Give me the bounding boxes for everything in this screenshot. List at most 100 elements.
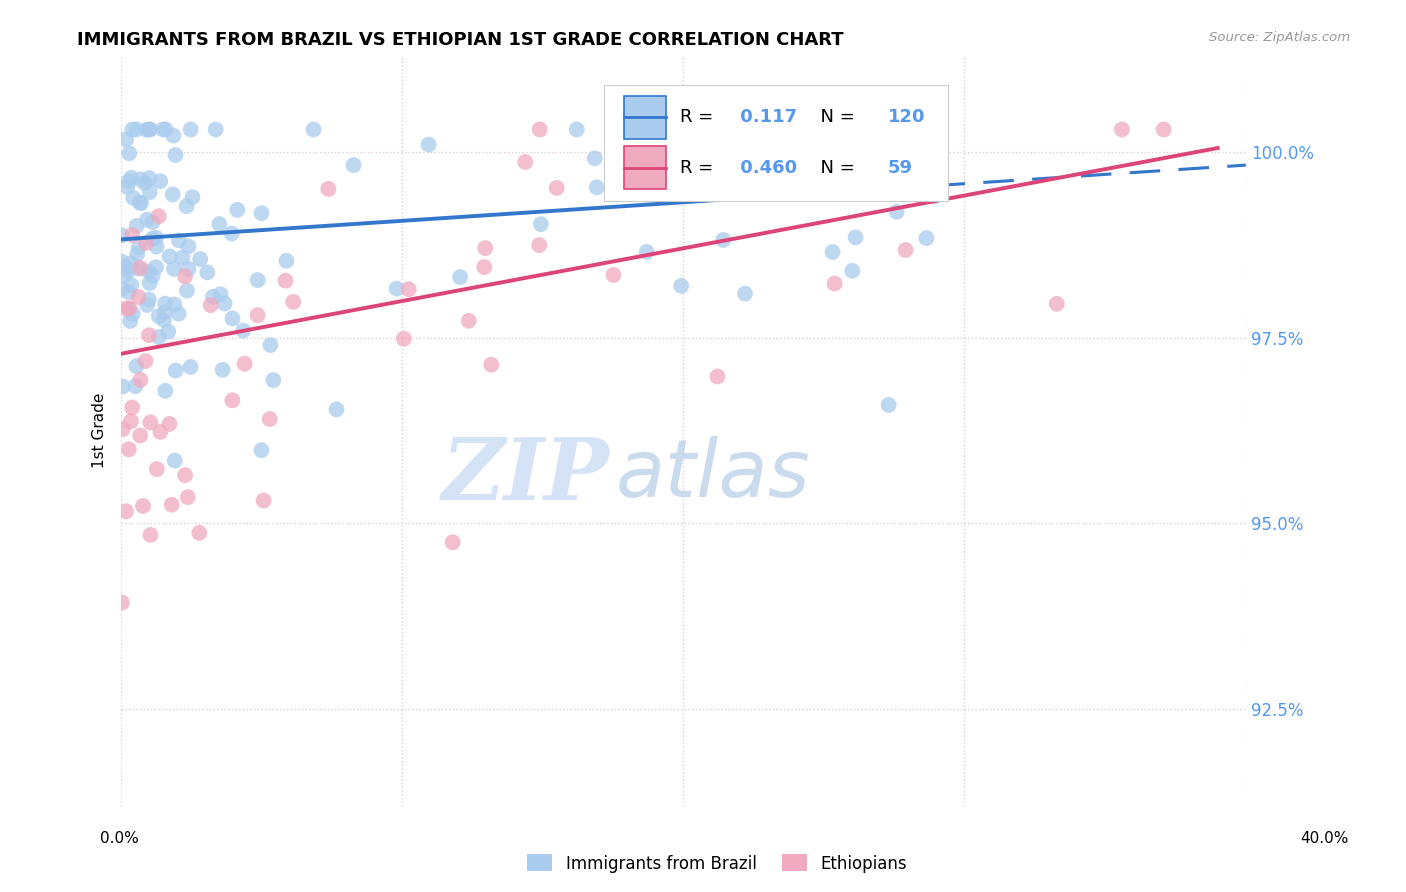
Point [685, 169, 707, 183]
Point [124, 379, 146, 393]
Point [163, 453, 186, 467]
Point [163, 261, 186, 276]
Point [138, 328, 160, 343]
Point [546, 181, 568, 195]
Point [474, 241, 496, 255]
Point [177, 239, 200, 253]
Point [176, 199, 198, 213]
Point [138, 171, 160, 186]
Point [259, 338, 281, 352]
Point [111, 282, 134, 296]
Point [111, 228, 134, 243]
Point [810, 175, 832, 189]
Point [145, 230, 167, 244]
Point [136, 298, 159, 312]
Point [118, 442, 141, 457]
Point [115, 132, 138, 146]
Point [734, 286, 756, 301]
Point [127, 247, 149, 261]
Point [125, 359, 148, 374]
Point [811, 156, 834, 170]
Point [172, 251, 194, 265]
Point [188, 525, 211, 540]
Point [138, 276, 160, 290]
Point [1111, 122, 1133, 136]
Point [122, 191, 145, 205]
Point [139, 122, 162, 136]
Point [177, 490, 200, 504]
Text: N =: N = [810, 109, 860, 127]
Y-axis label: 1st Grade: 1st Grade [93, 392, 107, 468]
Point [636, 244, 658, 259]
Point [138, 122, 160, 136]
Point [778, 122, 800, 136]
Point [141, 215, 163, 229]
Point [565, 122, 588, 136]
Point [155, 384, 177, 398]
Point [111, 596, 134, 610]
Point [824, 277, 846, 291]
Point [120, 278, 142, 293]
Point [145, 239, 167, 253]
Point [283, 294, 305, 309]
Point [157, 325, 180, 339]
Point [145, 260, 167, 274]
Point [160, 498, 183, 512]
Point [1153, 122, 1175, 136]
Point [121, 122, 143, 136]
Point [115, 504, 138, 518]
Point [135, 354, 157, 368]
FancyBboxPatch shape [605, 85, 948, 202]
Point [118, 146, 141, 161]
Point [121, 228, 143, 243]
Text: Source: ZipAtlas.com: Source: ZipAtlas.com [1209, 31, 1350, 45]
FancyBboxPatch shape [623, 95, 666, 139]
Point [876, 122, 898, 136]
Point [155, 296, 177, 310]
Point [200, 298, 222, 312]
Point [120, 256, 142, 270]
Point [214, 296, 236, 310]
Point [128, 261, 150, 276]
Point [845, 230, 868, 244]
FancyBboxPatch shape [623, 146, 666, 189]
Point [209, 287, 232, 301]
Point [669, 278, 692, 293]
Text: 120: 120 [889, 109, 925, 127]
Point [153, 305, 176, 319]
Point [165, 363, 187, 377]
Point [121, 401, 143, 415]
Point [111, 422, 134, 436]
Text: R =: R = [679, 159, 718, 177]
Point [787, 122, 810, 136]
Point [117, 174, 139, 188]
Point [174, 269, 197, 284]
Point [159, 249, 181, 263]
Point [262, 373, 284, 387]
Point [128, 195, 150, 210]
Point [114, 268, 136, 282]
Point [894, 243, 917, 257]
Point [259, 412, 281, 426]
Point [302, 122, 325, 136]
Point [141, 232, 163, 246]
Point [138, 293, 160, 307]
Point [318, 182, 340, 196]
Point [118, 301, 141, 315]
Point [250, 206, 273, 220]
Point [180, 122, 202, 136]
Point [155, 122, 177, 136]
Point [250, 443, 273, 458]
Point [167, 307, 190, 321]
Point [221, 393, 243, 408]
Point [129, 172, 152, 186]
Point [246, 308, 269, 322]
Point [120, 314, 142, 328]
Point [221, 227, 243, 241]
Point [135, 122, 157, 136]
Point [392, 332, 415, 346]
Point [136, 212, 159, 227]
Point [274, 274, 297, 288]
Point [529, 122, 551, 136]
Point [111, 254, 134, 268]
